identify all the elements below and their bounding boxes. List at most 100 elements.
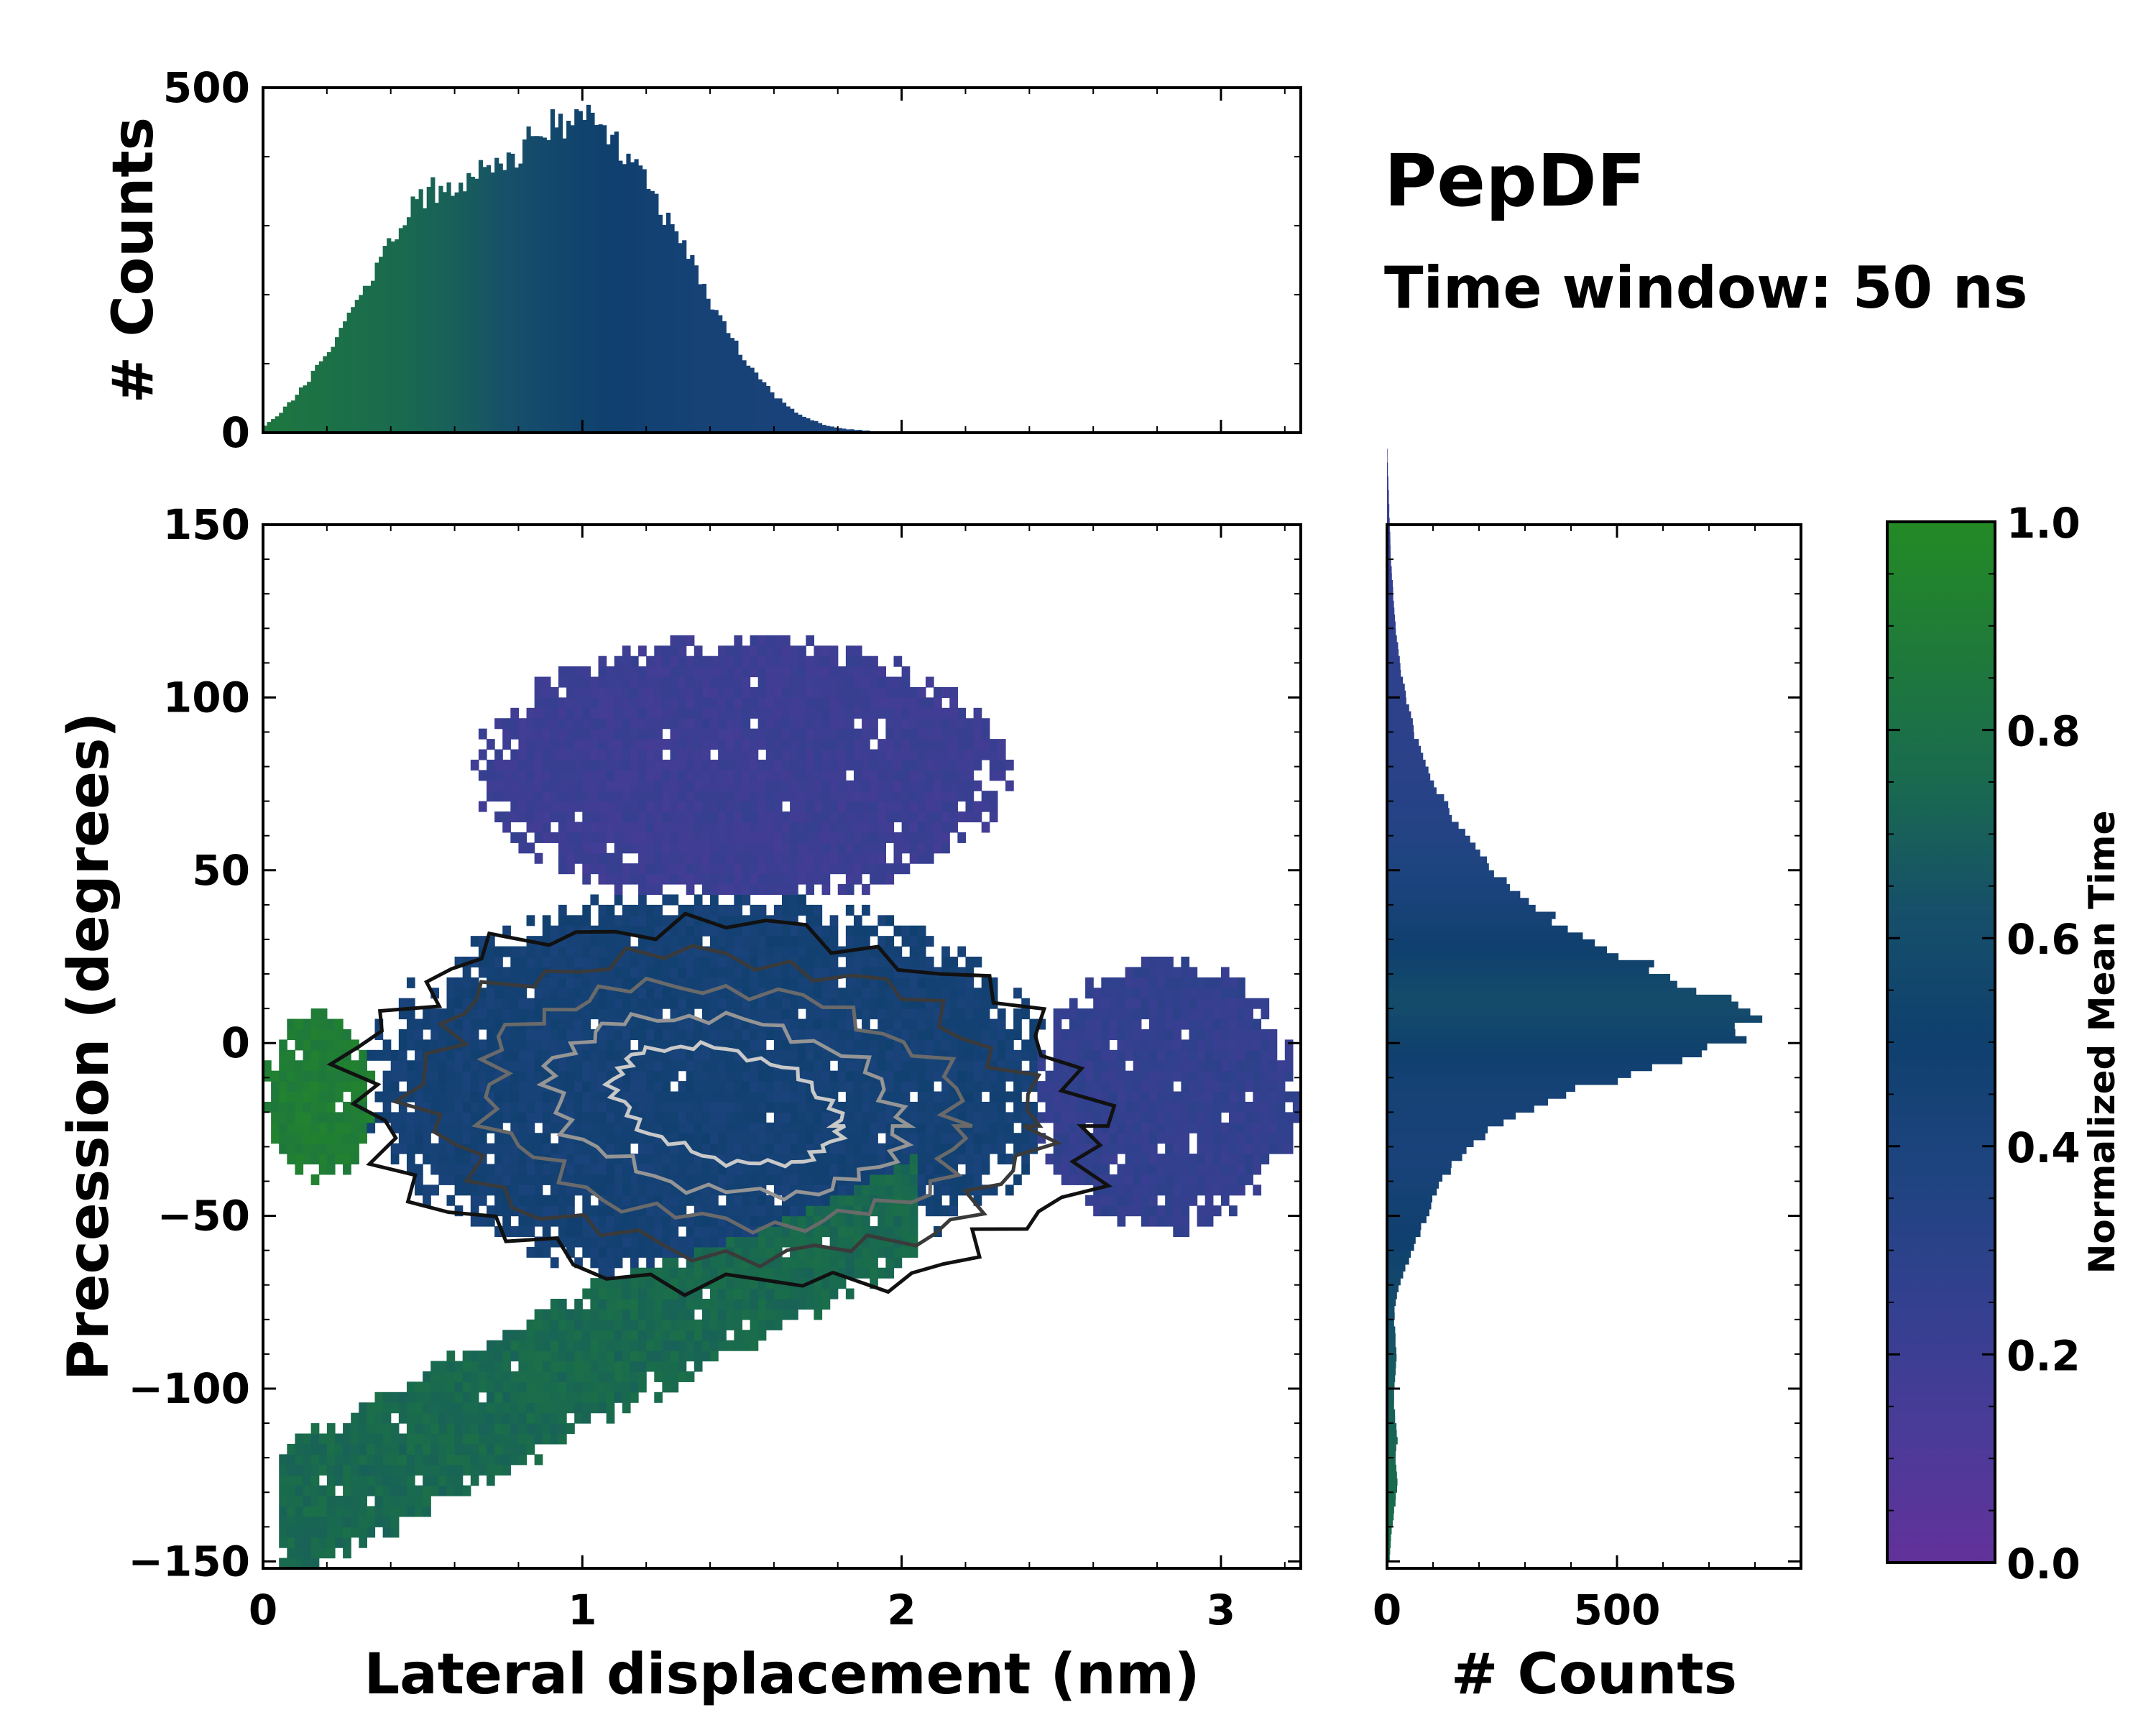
heatmap-cell bbox=[694, 1340, 703, 1351]
top-histogram-bar bbox=[793, 413, 798, 433]
heatmap-cell bbox=[630, 1018, 639, 1030]
heatmap-cell bbox=[630, 686, 639, 698]
heatmap-cell bbox=[798, 697, 806, 709]
heatmap-cell bbox=[646, 946, 655, 957]
heatmap-cell bbox=[981, 1112, 990, 1123]
heatmap-cell bbox=[558, 749, 567, 760]
heatmap-cell bbox=[885, 1226, 895, 1238]
heatmap-cell bbox=[287, 1112, 296, 1123]
heatmap-cell bbox=[662, 1060, 671, 1072]
heatmap-cell bbox=[382, 1464, 392, 1476]
heatmap-cell bbox=[965, 977, 975, 988]
heatmap-cell bbox=[726, 863, 734, 875]
heatmap-cell bbox=[701, 1267, 711, 1279]
heatmap-cell bbox=[670, 873, 679, 885]
heatmap-cell bbox=[542, 1039, 551, 1051]
heatmap-cell bbox=[678, 967, 687, 978]
heatmap-cell bbox=[630, 811, 639, 823]
heatmap-cell bbox=[718, 1309, 727, 1320]
heatmap-cell bbox=[765, 936, 775, 947]
heatmap-cell bbox=[1069, 1133, 1078, 1144]
heatmap-cell bbox=[438, 1164, 448, 1175]
heatmap-cell bbox=[718, 863, 727, 875]
heatmap-cell bbox=[654, 645, 663, 657]
heatmap-cell bbox=[1125, 1049, 1134, 1061]
heatmap-cell bbox=[654, 1278, 663, 1289]
heatmap-cell bbox=[1125, 1008, 1134, 1020]
heatmap-cell bbox=[814, 1143, 823, 1154]
heatmap-cell bbox=[710, 728, 719, 740]
heatmap-cell bbox=[430, 1081, 439, 1092]
heatmap-cell bbox=[814, 728, 823, 740]
heatmap-cell bbox=[718, 1060, 727, 1072]
heatmap-cell bbox=[750, 770, 759, 781]
heatmap-cell bbox=[909, 1070, 918, 1082]
heatmap-cell bbox=[574, 1101, 583, 1113]
heatmap-cell bbox=[550, 946, 559, 957]
heatmap-cell bbox=[526, 1205, 535, 1217]
heatmap-cell bbox=[829, 956, 839, 968]
heatmap-cell bbox=[598, 988, 607, 999]
heatmap-cell bbox=[502, 1351, 511, 1362]
heatmap-cell bbox=[494, 1049, 503, 1061]
heatmap-cell bbox=[837, 1143, 847, 1154]
heatmap-cell bbox=[598, 1184, 607, 1196]
heatmap-cell bbox=[934, 1195, 942, 1206]
heatmap-cell bbox=[765, 676, 775, 688]
heatmap-cell bbox=[973, 1164, 982, 1175]
heatmap-cell bbox=[415, 1464, 423, 1476]
heatmap-cell bbox=[534, 686, 543, 698]
heatmap-cell bbox=[814, 946, 823, 957]
heatmap-cell bbox=[997, 1122, 1006, 1133]
heatmap-cell bbox=[925, 988, 934, 999]
top-histogram-bar bbox=[514, 167, 520, 433]
heatmap-cell bbox=[814, 1029, 823, 1040]
heatmap-cell bbox=[885, 1164, 895, 1175]
heatmap-cell bbox=[606, 863, 615, 875]
heatmap-cell bbox=[941, 1101, 950, 1113]
heatmap-cell bbox=[550, 1371, 559, 1382]
heatmap-cell bbox=[374, 1392, 384, 1403]
heatmap-cell bbox=[343, 1060, 351, 1072]
heatmap-cell bbox=[734, 904, 743, 916]
heatmap-cell bbox=[997, 1008, 1006, 1020]
heatmap-cell bbox=[798, 1018, 806, 1030]
heatmap-cell bbox=[742, 956, 751, 968]
heatmap-cell bbox=[534, 801, 543, 812]
heatmap-cell bbox=[877, 998, 886, 1009]
heatmap-cell bbox=[638, 873, 647, 885]
heatmap-cell bbox=[798, 1288, 806, 1300]
heatmap-cell bbox=[821, 1226, 831, 1238]
heatmap-cell bbox=[542, 1091, 551, 1103]
heatmap-cell bbox=[917, 811, 926, 823]
heatmap-cell bbox=[574, 1164, 583, 1175]
heatmap-cell bbox=[821, 1174, 831, 1185]
heatmap-cell bbox=[598, 863, 607, 875]
heatmap-cell bbox=[710, 1039, 719, 1051]
heatmap-cell bbox=[526, 977, 535, 988]
heatmap-cell bbox=[901, 1112, 911, 1123]
heatmap-cell bbox=[1109, 1174, 1118, 1185]
heatmap-cell bbox=[893, 1184, 903, 1196]
heatmap-cell bbox=[1077, 1143, 1086, 1154]
heatmap-cell bbox=[310, 1443, 320, 1455]
heatmap-cell bbox=[582, 1081, 591, 1092]
heatmap-cell bbox=[351, 1143, 359, 1154]
heatmap-cell bbox=[734, 1278, 743, 1289]
heatmap-cell bbox=[494, 1060, 503, 1072]
heatmap-cell bbox=[757, 1122, 767, 1133]
heatmap-cell bbox=[487, 1361, 495, 1372]
heatmap-cell bbox=[614, 842, 623, 854]
heatmap-cell bbox=[526, 780, 535, 791]
heatmap-cell bbox=[446, 1143, 456, 1154]
heatmap-cell bbox=[662, 718, 671, 730]
heatmap-cell bbox=[614, 1184, 623, 1196]
heatmap-cell bbox=[973, 1143, 982, 1154]
heatmap-cell bbox=[582, 852, 591, 864]
heatmap-cell bbox=[1085, 1164, 1094, 1175]
heatmap-cell bbox=[598, 915, 607, 926]
heatmap-cell bbox=[670, 1195, 679, 1206]
heatmap-cell bbox=[742, 707, 751, 719]
heatmap-cell bbox=[670, 1154, 679, 1165]
heatmap-cell bbox=[550, 1340, 559, 1351]
